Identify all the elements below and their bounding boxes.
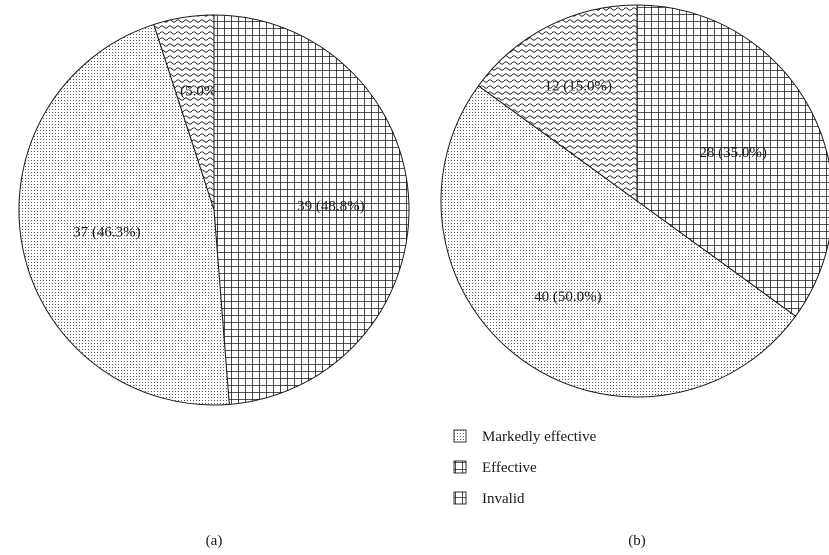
legend-swatch-effective	[453, 460, 467, 474]
legend: Markedly effective Effective Invalid	[453, 429, 597, 507]
legend-item-markedly-effective: Markedly effective	[453, 429, 597, 445]
legend-item-invalid: Invalid	[453, 491, 525, 507]
pie-chart-b: 28 (35.0%) 40 (50.0%) 12 (15.0%)	[440, 4, 829, 398]
legend-label-effective: Effective	[482, 460, 537, 476]
legend-swatch-markedly-effective	[453, 429, 467, 443]
pie-a-label-invalid: 4 (5.0%)	[169, 84, 222, 100]
pie-a-label-effective: 39 (48.8%)	[297, 198, 365, 214]
pie-b-slice-markedly-effective	[440, 85, 797, 398]
pie-b-label-effective: 28 (35.0%)	[699, 145, 767, 161]
panel-caption-b: (b)	[628, 533, 646, 549]
pie-b-slice-effective	[636, 4, 829, 317]
pie-a-slice-markedly-effective	[18, 23, 230, 406]
pie-b-label-markedly-effective: 40 (50.0%)	[534, 289, 602, 305]
legend-label-markedly-effective: Markedly effective	[482, 429, 597, 445]
pie-b-slice-invalid	[477, 4, 638, 202]
pie-a-label-markedly-effective: 37 (46.3%)	[73, 224, 141, 240]
pie-a-slice-effective	[213, 14, 410, 405]
pie-b-label-invalid: 12 (15.0%)	[545, 79, 613, 95]
legend-swatch-invalid	[453, 491, 467, 505]
pie-chart-a: 4 (5.0%) 39 (48.8%) 37 (46.3%)	[18, 14, 410, 406]
panel-caption-a: (a)	[206, 533, 223, 549]
legend-label-invalid: Invalid	[482, 491, 525, 507]
legend-item-effective: Effective	[453, 460, 537, 476]
